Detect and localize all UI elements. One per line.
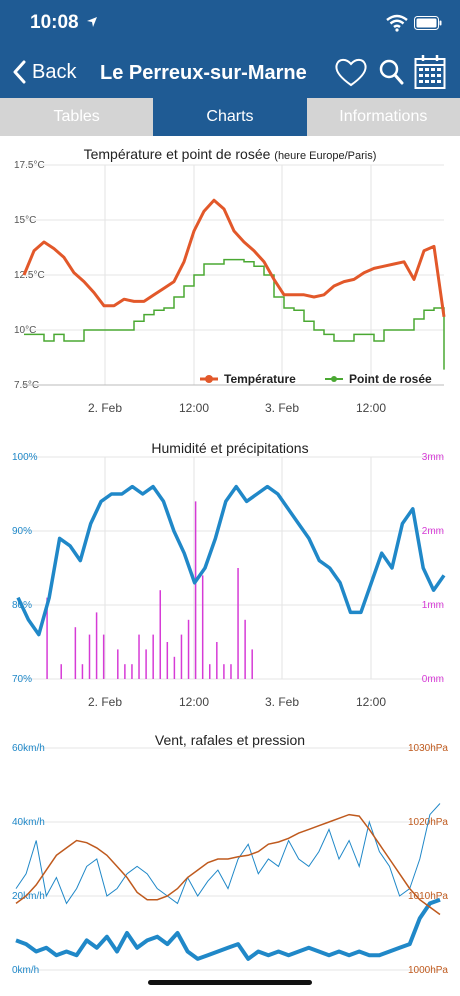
- y-right-tick-label: 1010hPa: [408, 891, 448, 902]
- y-right-tick-label: 3mm: [422, 452, 444, 463]
- back-label: Back: [32, 60, 77, 83]
- wind-chart-title: Vent, rafales et pression: [154, 732, 306, 748]
- x-tick-label: 12:00: [356, 401, 386, 415]
- battery-icon: [414, 16, 442, 30]
- wifi-icon: [386, 14, 408, 32]
- temperature-chart-title: Température et point de rosée (heure Eur…: [0, 146, 460, 162]
- chevron-left-icon: [13, 60, 26, 84]
- x-tick-label: 3. Feb: [265, 401, 299, 415]
- temperature-chart-subtitle: (heure Europe/Paris): [274, 150, 377, 162]
- series-humidity-line: [16, 484, 446, 637]
- y-right-tick-label: 2mm: [422, 526, 444, 537]
- y-right-tick-label: 1mm: [422, 600, 444, 611]
- y-tick-label: 10°C: [14, 325, 36, 336]
- x-tick-label: 12:00: [356, 695, 386, 709]
- calendar-icon[interactable]: [414, 54, 446, 90]
- x-tick-label: 3. Feb: [265, 695, 299, 709]
- humidity-chart-title: Humidité et précipitations: [151, 440, 309, 456]
- tab-bar: Tables Charts Informations: [0, 98, 460, 136]
- y-right-tick-label: 0mm: [422, 674, 444, 685]
- tab-charts-label: Charts: [206, 108, 254, 125]
- x-tick-label: 2. Feb: [88, 695, 122, 709]
- y-tick-label: 12.5°C: [14, 270, 45, 281]
- legend-dewpoint-marker: [331, 376, 337, 382]
- navigation-bar: 10:08 Back Le Perreux-sur-Marne: [0, 0, 460, 98]
- series-temperature-line: [22, 198, 446, 318]
- y-right-tick-label: 1000hPa: [408, 965, 448, 976]
- y-left-tick-label: 90%: [12, 526, 32, 537]
- x-tick-label: 12:00: [179, 695, 209, 709]
- location-arrow-icon: [87, 17, 97, 27]
- y-right-tick-label: 1030hPa: [408, 743, 448, 754]
- nav-actions: [334, 54, 446, 90]
- page-title: Le Perreux-sur-Marne: [100, 62, 307, 84]
- home-indicator: [148, 980, 312, 985]
- series-wind-line: [15, 897, 441, 961]
- y-tick-label: 15°C: [14, 215, 36, 226]
- y-left-tick-label: 60km/h: [12, 743, 45, 754]
- search-icon[interactable]: [378, 58, 404, 86]
- heart-icon[interactable]: [334, 56, 368, 88]
- series-pressure-line: [15, 813, 441, 916]
- legend-temperature-label: Température: [224, 372, 296, 386]
- legend-temperature-marker: [205, 375, 213, 383]
- y-left-tick-label: 40km/h: [12, 817, 45, 828]
- y-left-tick-label: 20km/h: [12, 891, 45, 902]
- series-gusts-line: [15, 803, 441, 905]
- x-tick-label: 2. Feb: [88, 401, 122, 415]
- legend-dewpoint-label: Point de rosée: [349, 372, 432, 386]
- back-button[interactable]: Back: [12, 60, 76, 84]
- temperature-dewpoint-chart: 17.5°C15°C12.5°C10°C7.5°C2. Feb 12:00 3. F…: [14, 160, 446, 415]
- y-left-tick-label: 100%: [12, 452, 38, 463]
- y-left-tick-label: 70%: [12, 674, 32, 685]
- tab-informations-label: Informations: [339, 108, 428, 125]
- series-dewpoint-line: [24, 258, 445, 370]
- y-left-tick-label: 0km/h: [12, 965, 39, 976]
- temperature-chart-title-text: Température et point de rosée: [83, 146, 271, 162]
- status-time: 10:08: [30, 12, 79, 33]
- x-tick-label: 12:00: [179, 401, 209, 415]
- tab-tables[interactable]: Tables: [0, 98, 154, 136]
- y-tick-label: 17.5°C: [14, 160, 45, 171]
- tab-informations[interactable]: Informations: [306, 98, 460, 136]
- tab-charts[interactable]: Charts: [153, 98, 307, 136]
- tab-tables-label: Tables: [53, 108, 100, 125]
